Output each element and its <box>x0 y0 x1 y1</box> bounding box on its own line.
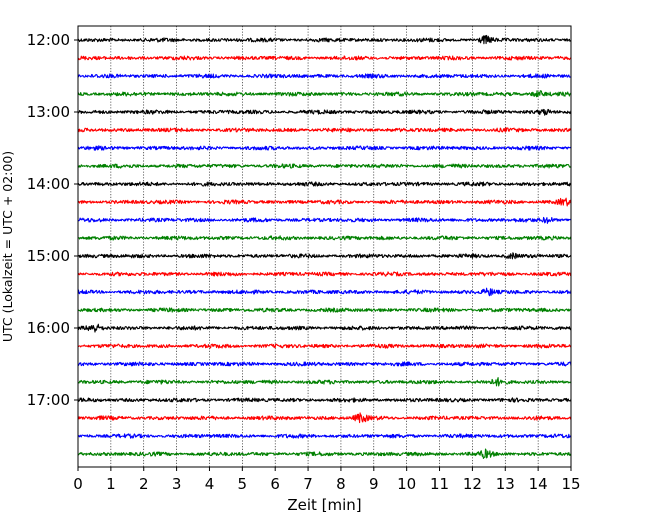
x-tick-label-3: 3 <box>172 475 182 493</box>
trace-1700 <box>77 397 572 403</box>
y-tick-label-3: 15:00 <box>27 247 70 265</box>
trace-1315 <box>77 127 572 133</box>
trace-1430 <box>77 216 572 224</box>
x-tick-label-0: 0 <box>73 475 83 493</box>
x-tick-label-7: 7 <box>303 475 313 493</box>
y-tick-label-0: 12:00 <box>27 31 70 49</box>
x-tick-label-12: 12 <box>463 475 482 493</box>
trace-1300 <box>77 108 572 116</box>
x-tick-label-15: 15 <box>561 475 580 493</box>
trace-1445 <box>77 235 572 241</box>
y-tick-label-5: 17:00 <box>27 391 70 409</box>
x-tick-label-14: 14 <box>529 475 548 493</box>
y-axis-ticks: 12:00 13:00 14:00 15:00 16:00 17:00 <box>27 31 78 409</box>
x-tick-label-13: 13 <box>496 475 515 493</box>
x-tick-label-6: 6 <box>270 475 280 493</box>
y-tick-label-4: 16:00 <box>27 319 70 337</box>
trace-1230 <box>77 73 572 79</box>
trace-1530 <box>77 287 572 297</box>
trace-1600 <box>77 323 572 333</box>
plot-frame <box>77 25 572 468</box>
x-tick-label-1: 1 <box>106 475 116 493</box>
y-axis-label: UTC (Lokalzeit = UTC + 02:00) <box>0 151 15 342</box>
y-tick-label-1: 13:00 <box>27 103 70 121</box>
trace-1345 <box>77 163 572 169</box>
x-tick-label-8: 8 <box>336 475 346 493</box>
trace-1500 <box>77 252 572 260</box>
x-tick-label-4: 4 <box>205 475 215 493</box>
trace-1515 <box>77 271 572 277</box>
trace-1400 <box>77 181 572 187</box>
x-tick-label-2: 2 <box>139 475 149 493</box>
trace-1615 <box>77 343 572 349</box>
trace-1330 <box>77 145 572 151</box>
trace-1415 <box>77 197 572 207</box>
trace-1715 <box>77 412 572 424</box>
x-tick-label-10: 10 <box>397 475 416 493</box>
x-axis-ticks: 0 1 2 3 4 5 6 7 8 9 10 11 12 13 14 15 <box>73 467 581 493</box>
x-tick-label-5: 5 <box>238 475 248 493</box>
trace-1630 <box>77 361 572 367</box>
traces-group <box>77 34 572 459</box>
trace-1730 <box>77 433 572 439</box>
trace-1645 <box>77 377 572 387</box>
trace-1545 <box>77 307 572 313</box>
trace-1745 <box>77 448 572 459</box>
x-axis-label: Zeit [min] <box>287 496 361 514</box>
trace-1200 <box>77 34 572 45</box>
trace-1215 <box>77 55 572 61</box>
grid-lines <box>110 26 539 467</box>
trace-1245 <box>77 90 572 98</box>
y-tick-label-2: 14:00 <box>27 175 70 193</box>
x-tick-label-11: 11 <box>430 475 449 493</box>
x-tick-label-9: 9 <box>369 475 379 493</box>
